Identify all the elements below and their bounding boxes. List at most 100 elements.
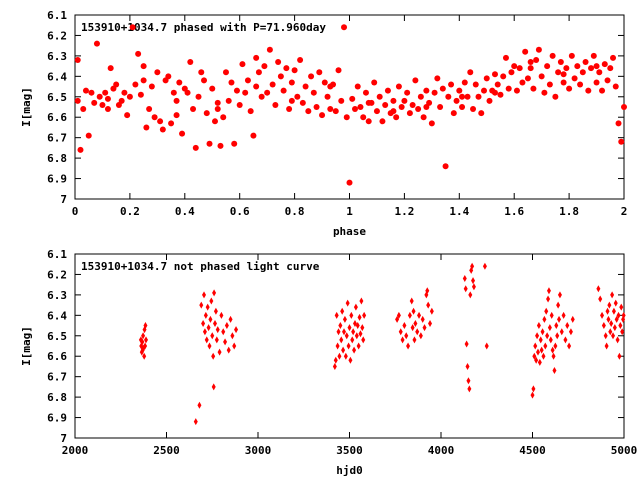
phased-light-curve-panel: 0 0.2 0.4 0.6 0.8 1 1.2 1.4 1.6 1.8 2 6.1 6.2 6.3 6.4 6… [20,9,627,238]
data-point [211,383,216,391]
data-point [579,69,586,76]
data-point [244,77,251,84]
data-point [547,324,552,332]
data-point [611,332,616,340]
data-point [464,93,471,100]
data-point [214,106,221,113]
data-point [118,97,125,104]
data-point [82,87,89,94]
data-point [338,322,343,330]
data-point [107,65,114,72]
data-point [258,93,265,100]
data-point [534,356,539,364]
y-tick-label: 6.3 [47,50,67,63]
data-point [206,140,213,147]
data-point [207,342,212,350]
data-point [621,311,626,319]
data-point [205,303,210,311]
x-tick-label: 2000 [62,444,89,457]
data-point [266,46,273,53]
y-axis-label: I[mag] [20,87,33,127]
data-point [269,81,276,88]
data-point [423,104,430,110]
data-point [611,307,616,315]
data-point [486,97,493,104]
y-tick-label: 7 [60,432,67,445]
data-point [176,79,183,86]
data-point [224,322,229,330]
data-point [545,332,550,340]
data-point [422,324,427,332]
data-point [239,61,246,68]
data-point [195,93,202,100]
y-tick-label: 6.7 [47,132,67,145]
data-point [384,87,391,94]
data-point [508,69,515,76]
data-point [481,87,488,94]
data-point [343,352,348,360]
data-point [126,93,133,100]
data-point [346,342,351,350]
data-point [535,46,542,53]
data-point [373,108,380,115]
data-point [502,54,509,61]
data-point [560,71,567,78]
data-point [396,311,401,319]
data-point [557,315,562,323]
x-tick-label: 2 [621,205,628,218]
data-point [423,87,430,94]
data-point [604,342,609,350]
data-point [233,87,240,94]
data-point [132,81,139,88]
data-point [305,108,312,115]
data-point [483,75,490,82]
x-axis-label: phase [333,225,366,238]
data-point [357,313,362,321]
y-tick-label: 7 [60,193,67,206]
data-point [546,287,551,295]
data-point [590,52,597,59]
data-point [144,336,149,344]
data-point [286,106,293,113]
data-point [437,104,444,110]
data-point [612,83,619,90]
y-tick-label: 6.2 [47,29,67,42]
data-point [537,358,542,366]
data-point [135,50,142,57]
data-point [400,336,405,344]
data-point [511,63,518,70]
data-point [170,89,177,96]
data-point [202,291,207,299]
data-point [550,346,555,354]
data-point [146,106,153,113]
data-point [247,108,254,115]
data-point [342,328,347,336]
data-point [210,332,215,340]
data-point [412,77,419,84]
data-point [553,342,558,350]
data-point [472,81,479,88]
data-point [563,336,568,344]
data-point [341,24,348,31]
plot-frame [74,14,625,200]
data-point [606,315,611,323]
data-point [532,352,537,360]
data-point [214,99,221,106]
data-point [104,106,111,113]
data-point [264,89,271,96]
data-point [530,85,537,92]
data-point [228,315,233,323]
data-point [609,320,614,328]
data-point [226,346,231,354]
data-point [159,126,166,133]
data-point [600,311,605,319]
data-point [338,97,345,104]
data-point [302,83,309,90]
data-point [198,69,205,76]
x-tick-label: 0.6 [230,205,250,218]
data-point [464,340,469,348]
plot-title: 153910+1034.7 not phased light curve [81,260,320,273]
data-point [211,352,216,360]
data-point [102,89,109,96]
data-point [471,277,476,285]
